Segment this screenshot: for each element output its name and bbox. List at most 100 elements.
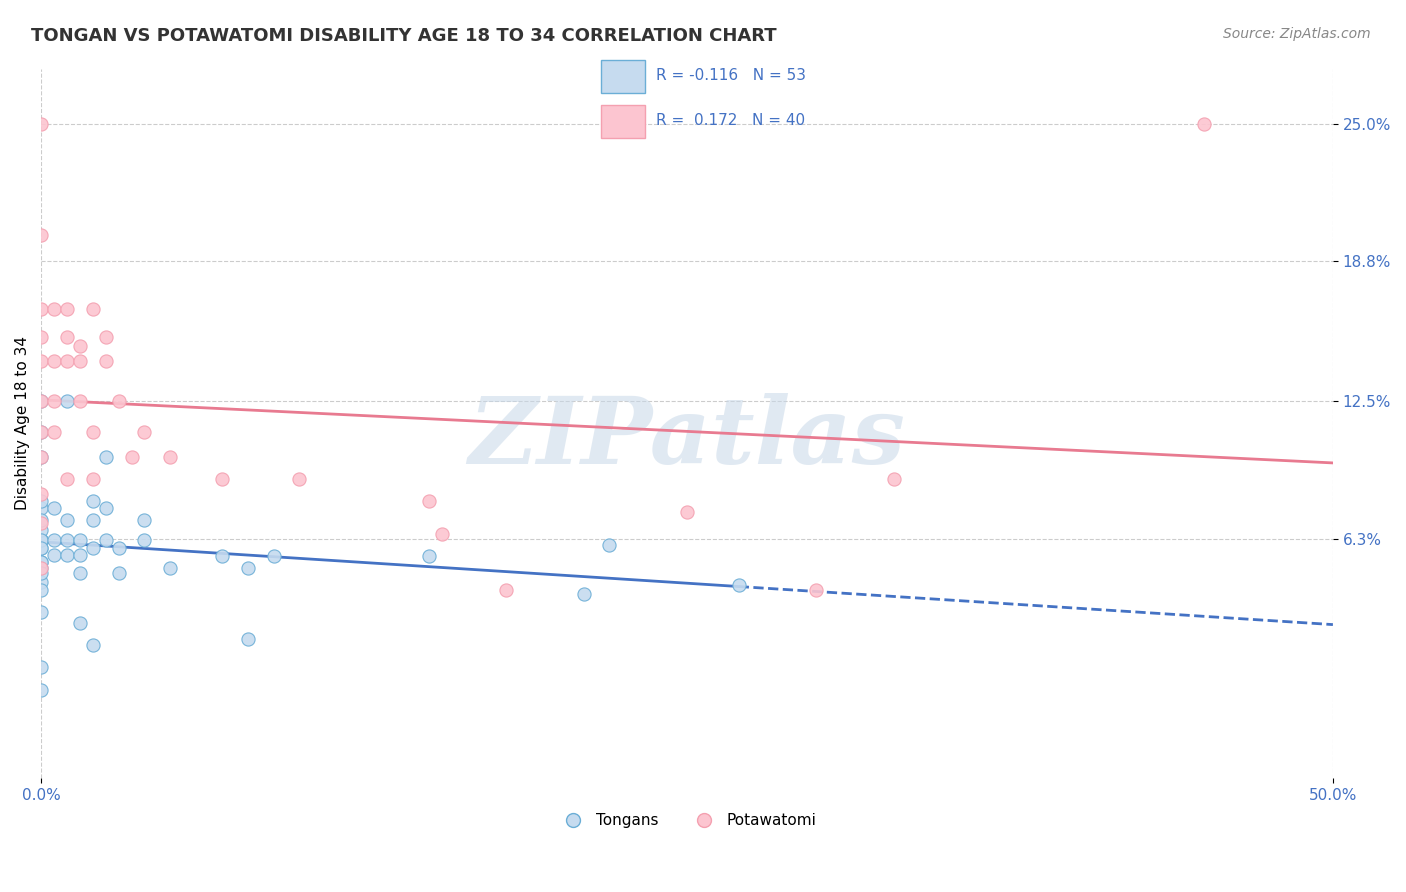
- Point: [107, 541, 129, 555]
- Point: [572, 587, 595, 601]
- Point: [42, 301, 65, 316]
- Point: [69, 394, 91, 409]
- Point: [159, 560, 181, 574]
- Point: [30, 605, 52, 619]
- Point: [42, 548, 65, 562]
- Point: [30, 394, 52, 409]
- Point: [30, 533, 52, 547]
- Point: [30, 425, 52, 440]
- Point: [42, 425, 65, 439]
- Point: [69, 548, 91, 562]
- Point: [30, 533, 52, 547]
- Point: [134, 513, 156, 527]
- Text: Source: ZipAtlas.com: Source: ZipAtlas.com: [1223, 27, 1371, 41]
- Point: [30, 394, 52, 409]
- Point: [121, 450, 143, 464]
- Point: [30, 582, 52, 597]
- Point: [418, 549, 440, 564]
- Point: [30, 560, 52, 574]
- Point: [42, 394, 65, 409]
- Point: [30, 682, 52, 697]
- Point: [30, 541, 52, 555]
- Point: [883, 472, 905, 486]
- Text: R = -0.116   N = 53: R = -0.116 N = 53: [657, 69, 806, 84]
- Point: [30, 555, 52, 569]
- Point: [30, 227, 52, 242]
- Point: [30, 513, 52, 527]
- Point: [42, 533, 65, 547]
- Point: [69, 339, 91, 353]
- Point: [30, 117, 52, 131]
- Point: [30, 330, 52, 344]
- Point: [69, 615, 91, 630]
- Point: [56, 548, 79, 562]
- Point: [69, 566, 91, 580]
- Point: [30, 301, 52, 316]
- Point: [211, 472, 233, 486]
- Point: [56, 330, 79, 344]
- Point: [30, 555, 52, 569]
- Point: [42, 354, 65, 368]
- Point: [263, 549, 285, 564]
- Point: [30, 494, 52, 508]
- Point: [30, 516, 52, 531]
- Point: [30, 486, 52, 500]
- Point: [30, 660, 52, 674]
- Point: [94, 354, 117, 368]
- Point: [159, 450, 181, 464]
- Point: [30, 574, 52, 589]
- Point: [94, 533, 117, 547]
- Point: [211, 549, 233, 564]
- Point: [30, 533, 52, 547]
- Point: [30, 541, 52, 555]
- Point: [134, 533, 156, 547]
- Point: [134, 425, 156, 439]
- Point: [94, 450, 117, 464]
- Point: [236, 632, 259, 646]
- Point: [1192, 117, 1215, 131]
- Point: [56, 301, 79, 316]
- Point: [69, 354, 91, 368]
- Bar: [602, 60, 645, 93]
- Point: [82, 541, 104, 555]
- Point: [806, 582, 828, 597]
- Point: [107, 394, 129, 409]
- Point: [288, 472, 311, 486]
- Point: [56, 472, 79, 486]
- Point: [56, 533, 79, 547]
- Point: [94, 330, 117, 344]
- Point: [82, 472, 104, 486]
- Point: [236, 560, 259, 574]
- Point: [727, 578, 749, 592]
- Point: [107, 566, 129, 580]
- Point: [82, 513, 104, 527]
- Point: [30, 533, 52, 547]
- Point: [42, 500, 65, 515]
- Text: R =  0.172   N = 40: R = 0.172 N = 40: [657, 113, 806, 128]
- Point: [30, 560, 52, 574]
- Point: [30, 524, 52, 538]
- Bar: [602, 105, 645, 138]
- Point: [30, 354, 52, 368]
- Point: [30, 500, 52, 515]
- Point: [56, 354, 79, 368]
- Point: [30, 425, 52, 439]
- Point: [495, 582, 517, 597]
- Point: [94, 500, 117, 515]
- Point: [430, 527, 453, 541]
- Point: [598, 538, 620, 552]
- Text: ZIPatlas: ZIPatlas: [468, 392, 905, 483]
- Legend: Tongans, Potawatomi: Tongans, Potawatomi: [551, 807, 823, 834]
- Point: [82, 638, 104, 652]
- Point: [82, 494, 104, 508]
- Text: TONGAN VS POTAWATOMI DISABILITY AGE 18 TO 34 CORRELATION CHART: TONGAN VS POTAWATOMI DISABILITY AGE 18 T…: [31, 27, 776, 45]
- Point: [82, 425, 104, 439]
- Point: [82, 301, 104, 316]
- Y-axis label: Disability Age 18 to 34: Disability Age 18 to 34: [15, 336, 30, 510]
- Point: [30, 566, 52, 580]
- Point: [30, 450, 52, 464]
- Point: [418, 494, 440, 508]
- Point: [676, 505, 699, 519]
- Point: [30, 450, 52, 464]
- Point: [56, 394, 79, 409]
